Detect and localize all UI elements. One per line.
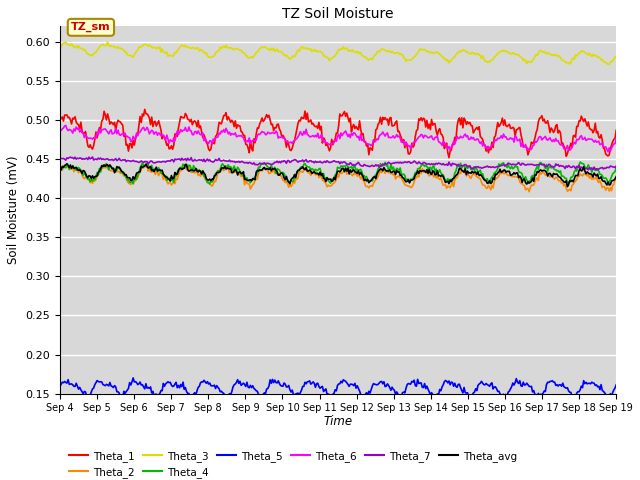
Line: Theta_2: Theta_2 xyxy=(60,164,616,192)
Theta_7 xyxy=(56,156,64,162)
Theta_3 xyxy=(466,51,474,57)
Theta_avg xyxy=(564,184,572,190)
Title: TZ Soil Moisture: TZ Soil Moisture xyxy=(282,7,394,21)
Theta_2 xyxy=(564,188,572,194)
Line: Theta_5: Theta_5 xyxy=(60,378,616,400)
Theta_7 xyxy=(395,160,403,166)
Theta_6 xyxy=(395,133,403,139)
Theta_1 xyxy=(141,107,148,112)
Theta_6 xyxy=(466,136,474,142)
Theta_5 xyxy=(230,382,238,388)
Theta_4 xyxy=(206,181,214,187)
Theta_4 xyxy=(56,166,64,171)
Text: TZ_sm: TZ_sm xyxy=(71,22,111,33)
Theta_3 xyxy=(369,57,376,62)
Theta_7 xyxy=(230,158,238,164)
Line: Theta_4: Theta_4 xyxy=(60,162,616,184)
Theta_6 xyxy=(56,127,64,132)
Theta_4 xyxy=(230,163,238,169)
Theta_5 xyxy=(612,382,620,388)
X-axis label: Time: Time xyxy=(323,415,353,428)
Theta_5 xyxy=(570,397,577,403)
Legend: Theta_1, Theta_2, Theta_3, Theta_4, Theta_5, Theta_6, Theta_7, Theta_avg: Theta_1, Theta_2, Theta_3, Theta_4, Thet… xyxy=(65,446,521,480)
Theta_avg xyxy=(395,168,403,174)
Theta_5 xyxy=(129,375,137,381)
Theta_5 xyxy=(56,384,64,389)
Theta_4 xyxy=(612,164,620,170)
Theta_avg xyxy=(292,175,300,180)
Theta_2 xyxy=(525,189,533,194)
Theta_7 xyxy=(369,163,376,168)
Theta_1 xyxy=(292,132,300,138)
Y-axis label: Soil Moisture (mV): Soil Moisture (mV) xyxy=(7,156,20,264)
Line: Theta_7: Theta_7 xyxy=(60,157,616,170)
Theta_3 xyxy=(563,60,570,66)
Theta_7 xyxy=(594,167,602,173)
Theta_1 xyxy=(369,147,376,153)
Line: Theta_6: Theta_6 xyxy=(60,125,616,152)
Theta_6 xyxy=(369,141,376,147)
Line: Theta_3: Theta_3 xyxy=(60,42,616,64)
Theta_avg xyxy=(466,170,474,176)
Theta_6 xyxy=(230,132,238,137)
Theta_4 xyxy=(292,173,300,179)
Theta_6 xyxy=(604,149,612,155)
Theta_7 xyxy=(292,157,300,163)
Theta_1 xyxy=(467,123,475,129)
Theta_4 xyxy=(563,175,570,181)
Theta_2 xyxy=(369,183,376,189)
Line: Theta_avg: Theta_avg xyxy=(60,164,616,187)
Theta_6 xyxy=(292,136,300,142)
Theta_3 xyxy=(56,44,64,49)
Theta_1 xyxy=(56,115,64,121)
Theta_1 xyxy=(395,129,403,134)
Theta_1 xyxy=(230,124,238,130)
Theta_avg xyxy=(56,166,64,171)
Theta_4 xyxy=(395,167,403,173)
Theta_5 xyxy=(466,396,474,402)
Theta_7 xyxy=(466,163,474,169)
Theta_1 xyxy=(564,151,572,156)
Theta_6 xyxy=(563,146,570,152)
Theta_4 xyxy=(577,159,584,165)
Theta_2 xyxy=(466,174,474,180)
Theta_4 xyxy=(369,178,376,184)
Theta_5 xyxy=(369,383,376,389)
Theta_avg xyxy=(230,168,238,174)
Theta_3 xyxy=(230,46,238,52)
Theta_7 xyxy=(89,154,97,160)
Theta_2 xyxy=(292,176,300,182)
Theta_2 xyxy=(230,169,238,175)
Theta_1 xyxy=(612,127,620,133)
Theta_5 xyxy=(292,391,300,397)
Theta_5 xyxy=(395,393,403,399)
Theta_avg xyxy=(563,178,570,184)
Theta_3 xyxy=(292,52,300,58)
Theta_4 xyxy=(466,164,474,169)
Theta_1 xyxy=(445,155,453,160)
Theta_5 xyxy=(563,385,570,391)
Theta_avg xyxy=(63,161,71,167)
Theta_3 xyxy=(395,51,403,57)
Theta_2 xyxy=(143,161,151,167)
Theta_3 xyxy=(612,53,620,59)
Theta_6 xyxy=(612,137,620,143)
Theta_3 xyxy=(62,39,70,45)
Theta_3 xyxy=(604,61,612,67)
Line: Theta_1: Theta_1 xyxy=(60,109,616,157)
Theta_2 xyxy=(612,178,620,183)
Theta_7 xyxy=(612,163,620,169)
Theta_2 xyxy=(395,173,403,179)
Theta_6 xyxy=(62,122,70,128)
Theta_7 xyxy=(563,163,570,169)
Theta_avg xyxy=(612,174,620,180)
Theta_2 xyxy=(56,166,64,172)
Theta_avg xyxy=(369,176,376,181)
